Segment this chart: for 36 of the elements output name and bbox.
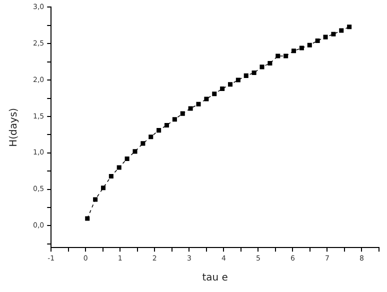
point [180,111,185,116]
point [140,141,146,146]
y-axis-title: H(days) [8,108,20,147]
point [244,73,248,78]
point [212,92,217,96]
point [276,54,280,58]
point [85,216,90,221]
point [124,156,130,161]
point [252,70,256,76]
point [220,86,225,92]
point [116,165,122,170]
point [100,186,106,190]
x-axis-title: tau e [202,272,228,284]
point [188,106,193,111]
point [164,122,170,128]
point [331,32,336,36]
point [307,42,312,48]
point [228,82,233,87]
point [196,102,201,106]
point [291,48,296,54]
point [108,174,114,178]
point [323,34,328,40]
point [339,28,344,33]
point [148,134,154,140]
point [315,38,320,43]
point [204,96,209,102]
point [299,46,304,50]
point [93,197,98,202]
point [236,78,240,82]
point [156,128,162,133]
point [347,24,352,30]
point [132,149,138,154]
point [268,61,272,66]
point [260,64,264,70]
point [172,117,177,122]
point [284,54,288,58]
